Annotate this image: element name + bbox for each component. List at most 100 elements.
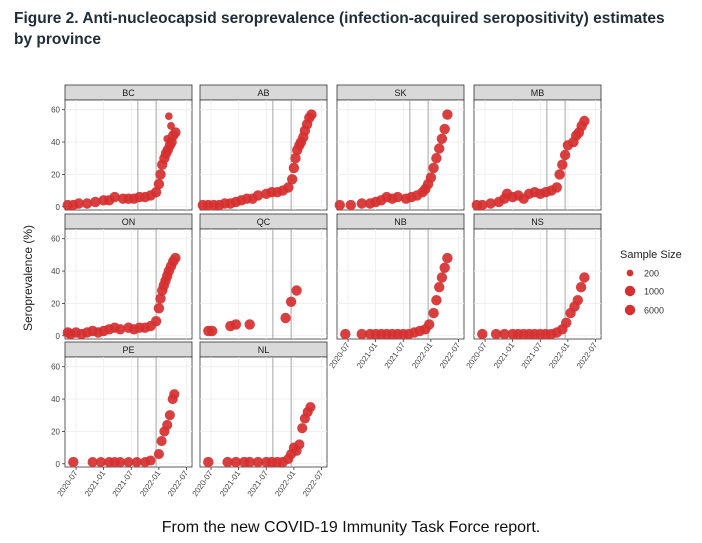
x-tick-label: 2021-07 [383, 341, 408, 371]
data-point-ab [287, 174, 298, 185]
data-point-nb [340, 328, 351, 340]
data-point-nl [297, 423, 308, 434]
x-tick-label: 2020-07 [190, 469, 215, 499]
y-tick-label: 20 [51, 427, 60, 436]
data-point-sk [428, 162, 439, 174]
x-tick-label: 2021-07 [520, 341, 545, 371]
data-point-sk [345, 199, 356, 211]
x-tick-label: 2021-01 [355, 341, 380, 371]
data-point-sk [431, 153, 442, 164]
x-tick-label: 2021-07 [111, 469, 136, 499]
data-point-qc [230, 319, 242, 330]
x-tick-label: 2021-01 [218, 469, 243, 499]
y-tick-label: 0 [56, 460, 61, 469]
x-tick-label: 2020-07 [464, 341, 489, 371]
x-tick-label: 2022-01 [547, 341, 572, 371]
data-point-nb [428, 307, 439, 319]
data-point-on [155, 293, 166, 304]
y-tick-label: 0 [56, 203, 61, 212]
data-point-nl [252, 456, 264, 468]
legend-swatch [626, 269, 634, 277]
data-point-ab [283, 182, 294, 193]
y-axis-title: Seroprevalence (%) [21, 225, 35, 331]
data-point-nb [424, 319, 435, 330]
x-tick-label: 2020-07 [55, 469, 80, 499]
x-tick-label: 2022-07 [301, 469, 326, 499]
panel-label-ns: NS [531, 217, 544, 227]
data-point-sk [392, 191, 403, 203]
panel-label-bc: BC [122, 88, 135, 98]
x-tick-label: 2022-01 [410, 341, 435, 371]
panel-label-mb: MB [531, 88, 545, 98]
data-point-mb [485, 198, 496, 209]
data-point-qc [291, 285, 302, 296]
y-tick-label: 0 [56, 332, 61, 341]
data-point-ns [575, 282, 587, 293]
data-point-nl [305, 402, 316, 413]
panel-label-pe: PE [122, 345, 134, 355]
data-point-pe [145, 455, 156, 466]
data-point-sk [439, 123, 450, 135]
legend-label: 1000 [644, 287, 664, 297]
y-tick-label: 60 [51, 106, 60, 115]
y-tick-label: 20 [51, 299, 60, 308]
panel-label-qc: QC [257, 217, 271, 227]
data-point-nb [356, 328, 367, 340]
data-point-bc [90, 196, 101, 208]
panel-label-sk: SK [394, 88, 406, 98]
data-point-ns [579, 272, 590, 283]
data-point-pe [95, 457, 106, 468]
data-point-qc [206, 325, 218, 337]
data-point-ns [490, 328, 502, 340]
x-tick-label: 2021-01 [83, 469, 108, 499]
data-point-qc [280, 312, 291, 324]
data-point-on [153, 303, 165, 314]
panel-plot-area-sk [336, 99, 465, 211]
legend-title: Sample Size [620, 249, 682, 261]
data-point-nb [431, 295, 442, 306]
y-tick-label: 60 [51, 235, 60, 244]
data-point-bc [153, 178, 165, 190]
data-point-mb [557, 159, 568, 170]
legend-label: 6000 [644, 306, 664, 316]
panel-plot-area-qc [199, 228, 328, 340]
data-point-bc [81, 198, 93, 209]
data-point-nb [434, 282, 445, 293]
x-tick-label: 2021-01 [492, 341, 517, 371]
data-point-sk [425, 172, 437, 183]
data-point-bc [73, 198, 85, 209]
data-point-pe [131, 457, 142, 468]
data-point-qc [244, 319, 255, 330]
data-point-sk [434, 143, 445, 154]
data-point-nl [230, 456, 242, 468]
data-point-nl [222, 456, 233, 468]
data-point-bc [170, 127, 181, 138]
panel-label-nb: NB [394, 217, 407, 227]
x-tick-label: 2020-07 [327, 341, 352, 371]
data-point-on [170, 252, 181, 264]
data-point-bc [163, 134, 172, 143]
y-tick-label: 40 [51, 395, 60, 404]
panel-label-nl: NL [258, 345, 270, 355]
data-point-sk [436, 133, 448, 144]
data-point-nl [244, 456, 255, 468]
panel-plot-area-nb [336, 228, 465, 340]
panel-plot-area-on [64, 228, 193, 340]
y-tick-label: 40 [51, 267, 60, 276]
figure-title: Figure 2. Anti-nucleocapsid seroprevalen… [14, 10, 665, 48]
y-tick-label: 20 [51, 170, 60, 179]
data-point-nl [294, 439, 305, 450]
data-point-nl [203, 456, 214, 468]
data-point-pe [68, 456, 79, 468]
data-point-sk [442, 109, 453, 120]
x-tick-label: 2022-01 [138, 469, 163, 499]
legend-swatch [624, 285, 636, 297]
data-point-bc [150, 187, 162, 198]
legend-swatch [624, 304, 636, 316]
data-point-mb [554, 169, 565, 180]
data-point-ab [252, 190, 264, 201]
x-tick-label: 2022-07 [575, 341, 600, 371]
data-point-pe [162, 419, 173, 430]
data-point-ns [561, 317, 572, 328]
